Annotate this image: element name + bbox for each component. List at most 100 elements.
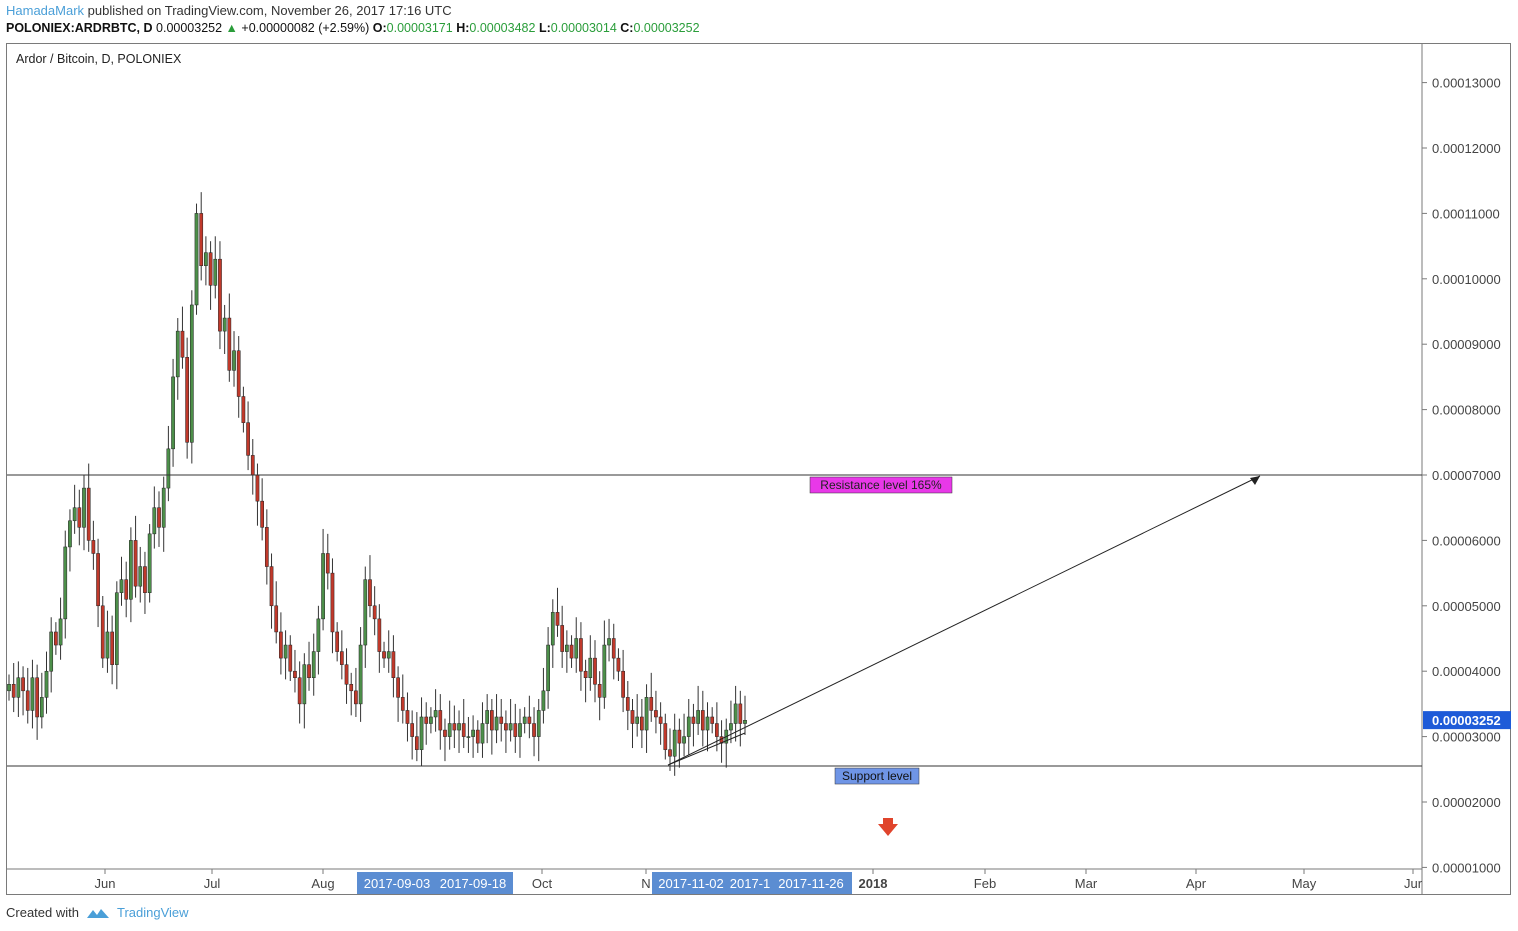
candle-body <box>39 697 44 718</box>
candle-body <box>644 697 649 731</box>
x-tick-label: Aug <box>311 876 334 891</box>
author-link[interactable]: HamadaMark <box>6 3 85 18</box>
candle-body <box>297 677 302 705</box>
candle-body <box>733 703 738 724</box>
candle-body <box>499 716 504 724</box>
x-highlight-label: 2017-1 <box>730 876 770 891</box>
candle-body <box>138 566 143 587</box>
candle-body <box>161 487 166 528</box>
candle-body <box>147 533 152 593</box>
candle-body <box>625 697 630 711</box>
candle-body <box>443 729 447 737</box>
last-price-box <box>1423 711 1511 730</box>
candle-body <box>166 448 171 489</box>
candle-body <box>658 716 663 724</box>
candle-body <box>96 553 100 607</box>
candle-body <box>480 723 485 744</box>
candle-body <box>232 350 236 371</box>
candle-body <box>124 579 129 600</box>
candle-body <box>743 720 747 724</box>
candle-body <box>560 625 565 652</box>
y-tick-label: 0.00004000 <box>1432 664 1501 679</box>
candle-body <box>86 487 91 541</box>
x-tick-label: May <box>1292 876 1317 891</box>
candle-body <box>260 500 264 528</box>
candle-body <box>330 572 335 633</box>
candle-body <box>475 729 480 744</box>
x-highlight-label: 2017-11-02 <box>658 876 724 891</box>
candle-body <box>246 422 250 456</box>
x-highlight-label: 2017-09-18 <box>440 876 507 891</box>
candle-body <box>218 258 222 332</box>
candle-body <box>129 540 133 600</box>
candle-body <box>597 684 602 698</box>
chart-title: Ardor / Bitcoin, D, POLONIEX <box>16 52 182 66</box>
candle-body <box>152 507 157 535</box>
candle-body <box>579 638 583 672</box>
x-range-highlight <box>652 872 852 894</box>
projection-arrow-line <box>667 475 1261 766</box>
candle-body <box>143 566 147 593</box>
candle-body <box>546 644 550 692</box>
candle-body <box>63 546 68 620</box>
candle-body <box>466 736 471 738</box>
y-tick-label: 0.00010000 <box>1432 272 1501 287</box>
x-tick-label: N <box>641 876 650 891</box>
candle-body <box>185 357 189 443</box>
y-tick-label: 0.00006000 <box>1432 533 1501 548</box>
y-tick-label: 0.00005000 <box>1432 599 1501 614</box>
candle-body <box>30 677 35 711</box>
x-highlight-label: 2017-11-26 <box>778 876 844 891</box>
candle-body <box>438 710 443 731</box>
candle-body <box>696 710 700 724</box>
candle-body <box>583 670 588 678</box>
candle-body <box>602 644 607 698</box>
candle-body <box>649 697 654 711</box>
y-tick-label: 0.00011000 <box>1432 206 1500 221</box>
support-label-box <box>834 767 920 785</box>
candle-body <box>452 723 457 731</box>
x-tick-label: Feb <box>974 876 996 891</box>
candle-body <box>396 677 400 698</box>
y-tick-label: 0.00013000 <box>1432 76 1501 91</box>
resistance-label: Resistance level 165% <box>820 478 942 492</box>
candle-body <box>100 605 105 659</box>
y-tick-label: 0.00009000 <box>1432 337 1501 352</box>
candle-body <box>715 723 719 737</box>
candle-body <box>513 723 518 737</box>
publish-info: HamadaMark published on TradingView.com,… <box>6 3 452 18</box>
candle-body <box>91 540 96 554</box>
candle-body <box>382 651 386 659</box>
candle-body <box>105 631 110 659</box>
candle-body <box>264 527 269 567</box>
chart-frame <box>6 43 1511 895</box>
candle-body <box>729 723 733 731</box>
candle-body <box>447 723 452 737</box>
candle-body <box>410 723 415 737</box>
candle-body <box>316 618 321 652</box>
candle-body <box>157 507 161 528</box>
candle-body <box>391 651 396 678</box>
low-value: 0.00003014 <box>550 21 617 35</box>
low-label: L: <box>538 21 551 35</box>
candle-body <box>405 710 410 724</box>
uptrend-line <box>667 732 746 766</box>
publish-text: published on TradingView.com, November 2… <box>87 3 452 18</box>
candle-body <box>236 350 241 397</box>
candle-body <box>119 579 124 593</box>
candle-body <box>194 213 199 306</box>
candle-body <box>222 317 227 332</box>
candle-body <box>368 579 372 607</box>
x-tick-label: Jun <box>95 876 116 891</box>
candle-body <box>241 396 246 423</box>
tradingview-link[interactable]: TradingView <box>116 905 189 920</box>
candle-body <box>68 520 72 548</box>
candle-body <box>349 684 354 692</box>
candle-body <box>691 716 696 724</box>
created-with-text: Created with <box>6 905 79 920</box>
candle-body <box>44 670 49 698</box>
candle-body <box>710 716 715 724</box>
candle-body <box>663 723 668 750</box>
candle-body <box>307 664 311 678</box>
